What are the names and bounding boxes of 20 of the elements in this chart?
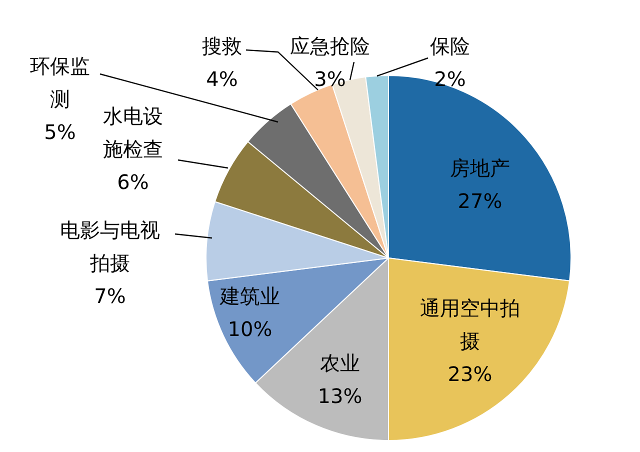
slice-label: 房地产 bbox=[450, 156, 510, 180]
slice-label: 电影与电视拍摄 bbox=[60, 218, 160, 276]
slice-label: 水电设施检查 bbox=[103, 104, 163, 162]
slice-label: 保险 bbox=[430, 34, 470, 58]
data-label: 13% bbox=[318, 384, 362, 408]
slice-label: 农业 bbox=[320, 351, 360, 376]
data-label: 23% bbox=[448, 362, 492, 386]
data-label: 7% bbox=[94, 284, 126, 308]
slice-label: 通用空中拍摄 bbox=[420, 296, 520, 354]
data-label: 10% bbox=[228, 317, 272, 342]
data-label: 5% bbox=[44, 120, 76, 144]
data-label: 27% bbox=[458, 189, 502, 214]
data-label: 6% bbox=[117, 170, 149, 194]
slice-label: 应急抢险 bbox=[290, 34, 370, 58]
data-label: 4% bbox=[206, 67, 238, 92]
slice-label: 环保监测 bbox=[30, 54, 90, 112]
data-label: 2% bbox=[434, 67, 466, 92]
slice-label: 搜救 bbox=[202, 34, 242, 58]
data-label: 3% bbox=[314, 67, 346, 92]
slice-label: 建筑业 bbox=[219, 284, 280, 308]
